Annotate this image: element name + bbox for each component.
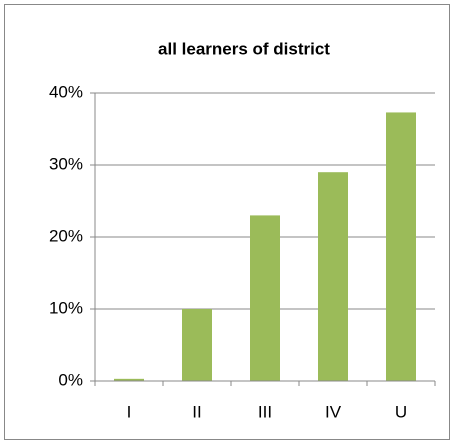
y-tick-label: 10% <box>49 298 83 317</box>
bar <box>386 112 416 381</box>
y-tick-label: 0% <box>58 370 83 389</box>
x-tick-label: I <box>127 402 132 421</box>
bar <box>182 309 212 381</box>
bar <box>114 378 144 381</box>
chart-border <box>4 4 450 440</box>
bar <box>250 215 280 381</box>
x-tick-label: II <box>192 402 201 421</box>
x-tick-label: III <box>258 402 272 421</box>
x-tick-label: IV <box>325 402 342 421</box>
y-tick-label: 20% <box>49 226 83 245</box>
bar <box>318 172 348 381</box>
y-tick-label: 40% <box>49 82 83 101</box>
x-tick-label: U <box>395 402 407 421</box>
chart-title: all learners of district <box>158 39 330 58</box>
y-tick-label: 30% <box>49 154 83 173</box>
